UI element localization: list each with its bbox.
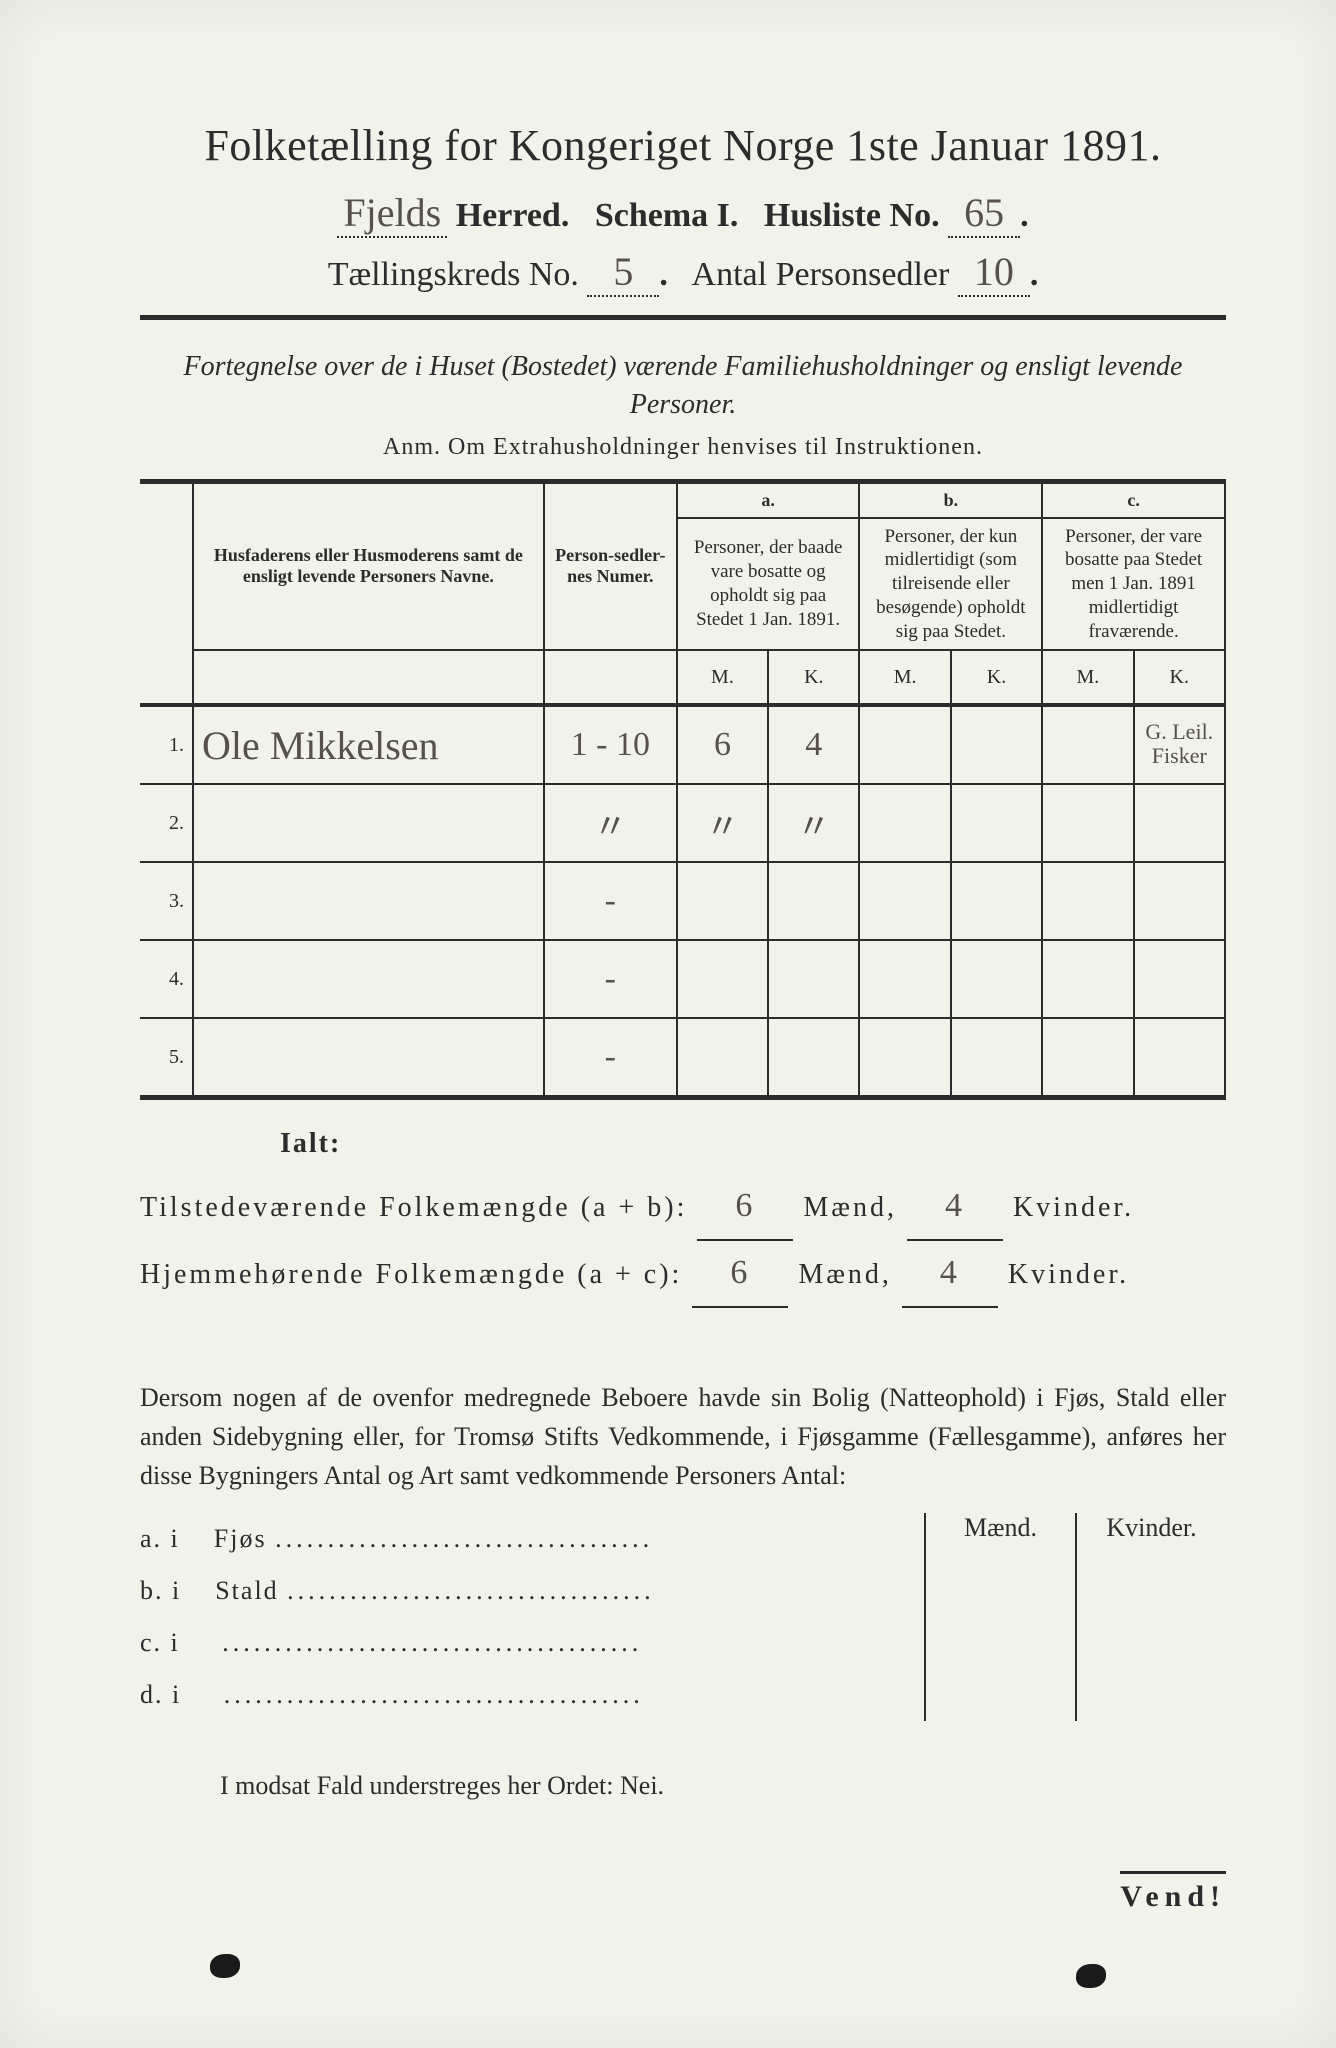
totals-block: Tilstedeværende Folkemængde (a + b): 6 M… bbox=[140, 1174, 1226, 1307]
mk-k: K. bbox=[1134, 650, 1225, 705]
col-a-top: a. bbox=[677, 481, 860, 518]
ink-blot bbox=[1076, 1964, 1106, 1988]
side-building-para: Dersom nogen af de ovenfor medregnede Be… bbox=[140, 1378, 1226, 1495]
husliste-value: 65 bbox=[948, 189, 1020, 238]
t2-k: 4 bbox=[902, 1241, 998, 1308]
vend-label: Vend! bbox=[1120, 1871, 1226, 1914]
census-table: Husfaderens eller Husmoderens samt de en… bbox=[140, 479, 1226, 1101]
col-c-head: Personer, der vare bosatte paa Stedet me… bbox=[1042, 518, 1225, 651]
t1-m: 6 bbox=[697, 1174, 793, 1241]
mk-box: Mænd. Kvinder. bbox=[924, 1513, 1226, 1721]
t2-m: 6 bbox=[692, 1241, 788, 1308]
mk-m: M. bbox=[1042, 650, 1133, 705]
antal-label: Antal Personsedler bbox=[692, 256, 950, 293]
table-row: 1.Ole Mikkelsen1 - 1064G. Leil. Fisker bbox=[140, 705, 1225, 784]
mk-m: M. bbox=[859, 650, 950, 705]
col-numer: Person-sedler-nes Numer. bbox=[544, 481, 677, 650]
maend-label: Mænd, bbox=[803, 1192, 897, 1223]
herred-value: Fjelds bbox=[337, 189, 447, 238]
census-form-page: Folketælling for Kongeriget Norge 1ste J… bbox=[0, 0, 1336, 2048]
kvinder-label: Kvinder. bbox=[1013, 1192, 1134, 1223]
abcd-line: d. i ...................................… bbox=[140, 1669, 924, 1721]
t1-k: 4 bbox=[907, 1174, 1003, 1241]
col-name: Husfaderens eller Husmoderens samt de en… bbox=[193, 481, 544, 650]
kvinder-label: Kvinder. bbox=[1008, 1259, 1129, 1290]
kreds-label: Tællingskreds No. bbox=[328, 256, 579, 293]
maend-label: Mænd, bbox=[798, 1259, 892, 1290]
mk-k: K. bbox=[768, 650, 859, 705]
table-row: 2.〃〃〃 bbox=[140, 784, 1225, 862]
subtitle: Fortegnelse over de i Huset (Bostedet) v… bbox=[140, 348, 1226, 424]
t1-label: Tilstedeværende Folkemængde (a + b): bbox=[140, 1192, 687, 1223]
t2-label: Hjemmehørende Folkemængde (a + c): bbox=[140, 1259, 682, 1290]
header-line-3: Tællingskreds No. 5. Antal Personsedler … bbox=[140, 248, 1226, 297]
mk-k: K. bbox=[951, 650, 1042, 705]
ialt-label: Ialt: bbox=[140, 1128, 1226, 1160]
abcd-line: b. i Stald .............................… bbox=[140, 1565, 924, 1617]
mk-m: M. bbox=[677, 650, 768, 705]
table-row: 4.- bbox=[140, 940, 1225, 1018]
nei-line: I modsat Fald understreges her Ordet: Ne… bbox=[140, 1771, 1226, 1801]
antal-value: 10 bbox=[958, 248, 1030, 297]
table-row: 5.- bbox=[140, 1018, 1225, 1098]
herred-label: Herred. bbox=[456, 197, 570, 234]
abcd-line: c. i ...................................… bbox=[140, 1617, 924, 1669]
mk-kvinder: Kvinder. bbox=[1077, 1513, 1226, 1721]
abcd-section: a. i Fjøs ..............................… bbox=[140, 1513, 1226, 1721]
kreds-value: 5 bbox=[587, 248, 659, 297]
page-title: Folketælling for Kongeriget Norge 1ste J… bbox=[140, 120, 1226, 171]
col-b-head: Personer, der kun midlertidigt (som tilr… bbox=[859, 518, 1042, 651]
ink-blot bbox=[210, 1954, 240, 1978]
mk-maend: Mænd. bbox=[926, 1513, 1077, 1721]
husliste-label: Husliste No. bbox=[764, 197, 940, 234]
col-a-head: Personer, der baade vare bosatte og opho… bbox=[677, 518, 860, 651]
col-b-top: b. bbox=[859, 481, 1042, 518]
divider bbox=[140, 315, 1226, 320]
col-c-top: c. bbox=[1042, 481, 1225, 518]
schema-label: Schema I. bbox=[595, 197, 739, 234]
anm-note: Anm. Om Extrahusholdninger henvises til … bbox=[140, 434, 1226, 461]
header-line-2: Fjelds Herred. Schema I. Husliste No. 65… bbox=[140, 189, 1226, 238]
table-row: 3.- bbox=[140, 862, 1225, 940]
abcd-line: a. i Fjøs ..............................… bbox=[140, 1513, 924, 1565]
